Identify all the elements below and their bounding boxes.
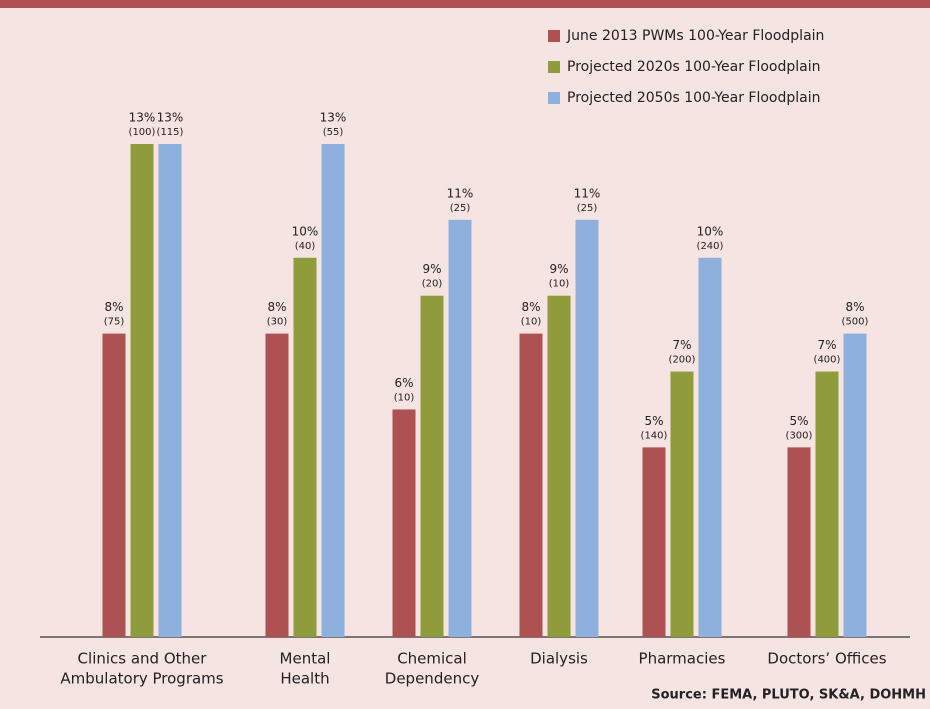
bar	[843, 333, 867, 637]
bar	[448, 219, 472, 637]
bar	[321, 144, 345, 637]
count-label: (240)	[697, 241, 724, 252]
value-label: 8%	[267, 300, 286, 314]
count-label: (115)	[157, 127, 184, 138]
count-label: (100)	[129, 127, 156, 138]
value-label: 8%	[521, 300, 540, 314]
count-label: (30)	[267, 317, 288, 328]
value-label: 9%	[422, 262, 441, 276]
value-label: 7%	[817, 338, 836, 352]
value-label: 5%	[789, 414, 808, 428]
x-tick-label: Mental	[280, 650, 331, 668]
count-label: (140)	[641, 430, 668, 441]
legend-label: Projected 2020s 100-Year Floodplain	[567, 59, 821, 75]
legend-swatch	[548, 92, 560, 104]
bar	[698, 257, 722, 637]
count-label: (400)	[814, 355, 841, 366]
value-label: 8%	[104, 300, 123, 314]
legend-swatch	[548, 61, 560, 73]
bar	[787, 447, 811, 637]
value-label: 13%	[157, 111, 184, 125]
x-tick-label: Ambulatory Programs	[60, 670, 223, 688]
bar	[642, 447, 666, 637]
top-band	[0, 0, 930, 8]
count-label: (20)	[422, 279, 443, 290]
count-label: (25)	[450, 203, 471, 214]
value-label: 10%	[292, 224, 319, 238]
value-label: 9%	[549, 262, 568, 276]
source: Source: FEMA, PLUTO, SK&A, DOHMH	[651, 688, 926, 703]
value-label: 5%	[644, 414, 663, 428]
count-label: (300)	[786, 430, 813, 441]
bar	[815, 371, 839, 637]
x-tick-label: Doctors’ Offices	[767, 650, 886, 668]
bar	[130, 144, 154, 637]
legend-label: June 2013 PWMs 100-Year Floodplain	[566, 28, 824, 44]
count-label: (200)	[669, 355, 696, 366]
x-tick-label: Dependency	[385, 670, 480, 688]
count-label: (10)	[549, 279, 570, 290]
bar	[158, 144, 182, 637]
value-label: 13%	[320, 111, 347, 125]
value-label: 8%	[845, 300, 864, 314]
bar	[519, 333, 543, 637]
bar	[420, 295, 444, 637]
count-label: (75)	[104, 317, 125, 328]
bar	[547, 295, 571, 637]
legend-label: Projected 2050s 100-Year Floodplain	[567, 90, 821, 106]
bar	[265, 333, 289, 637]
count-label: (55)	[323, 127, 344, 138]
bar	[575, 219, 599, 637]
value-label: 10%	[697, 224, 724, 238]
count-label: (10)	[521, 317, 542, 328]
bar	[392, 409, 416, 637]
x-tick-label: Dialysis	[530, 650, 588, 668]
bar	[670, 371, 694, 637]
value-label: 6%	[394, 376, 413, 390]
count-label: (10)	[394, 392, 415, 403]
legend-swatch	[548, 30, 560, 42]
count-label: (25)	[577, 203, 598, 214]
value-label: 11%	[574, 186, 601, 200]
count-label: (40)	[295, 241, 316, 252]
x-tick-label: Chemical	[397, 650, 467, 668]
bar	[102, 333, 126, 637]
value-label: 7%	[672, 338, 691, 352]
x-tick-label: Health	[280, 670, 329, 688]
x-tick-label: Clinics and Other	[78, 650, 208, 668]
x-tick-label: Pharmacies	[639, 650, 726, 668]
bar	[293, 257, 317, 637]
value-label: 13%	[129, 111, 156, 125]
value-label: 11%	[447, 186, 474, 200]
count-label: (500)	[842, 317, 869, 328]
